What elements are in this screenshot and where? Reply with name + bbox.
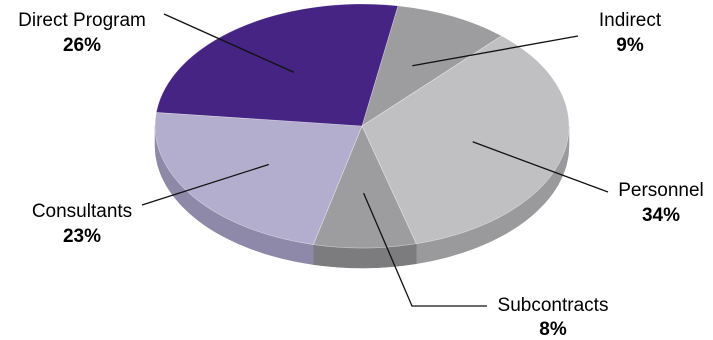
slice-label-value: 34%	[642, 205, 680, 226]
leader-line-subcontracts	[362, 192, 487, 307]
leader-line-direct-program	[163, 13, 295, 73]
label-personnel: Personnel 34%	[618, 180, 704, 226]
pie-slice-personnel	[361, 35, 570, 245]
pie-slice-indirect	[361, 5, 503, 127]
slice-label-name: Indirect	[599, 10, 662, 31]
leader-line-indirect	[412, 35, 579, 67]
slice-label-name: Subcontracts	[498, 295, 609, 316]
slice-label-name: Personnel	[618, 180, 704, 201]
leader-lines	[141, 13, 609, 307]
label-direct-program: Direct Program 26%	[18, 10, 146, 56]
label-subcontracts: Subcontracts 8%	[498, 295, 609, 340]
slice-label-value: 26%	[63, 35, 101, 56]
slice-label-name: Consultants	[32, 201, 132, 222]
slice-label-value: 9%	[616, 35, 644, 56]
label-indirect: Indirect 9%	[599, 10, 662, 56]
slice-label-value: 23%	[63, 226, 101, 247]
pie-side-walls	[154, 125, 570, 269]
label-consultants: Consultants 23%	[32, 201, 132, 247]
leader-line-personnel	[472, 141, 609, 193]
slice-label-name: Direct Program	[18, 10, 146, 31]
pie-slice-consultants	[154, 112, 363, 245]
pie-slice-subcontracts	[312, 125, 417, 249]
pie-slices	[154, 3, 570, 249]
leader-line-consultants	[141, 163, 269, 206]
slice-label-value: 8%	[539, 319, 567, 340]
